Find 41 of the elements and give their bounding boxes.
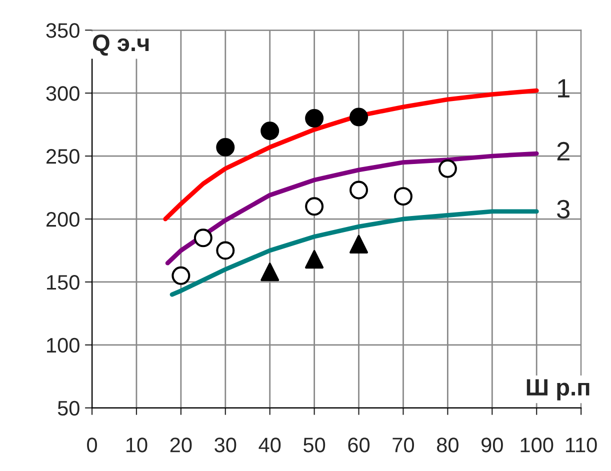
y-tick-label: 300 [46,86,80,101]
y-tick-label: 50 [58,400,80,416]
point [194,228,212,248]
x-tick-label: 50 [304,438,326,452]
point [350,180,368,200]
y-tick-label: 200 [46,212,80,227]
x-tick-label: 0 [87,438,97,452]
y-tick-label: 100 [47,338,80,353]
x-axis-title: Ш р.п [526,379,590,400]
point [305,250,324,269]
series-label: 1 [558,79,570,98]
x-tick-label: 10 [126,438,148,452]
x-tick-label: 30 [214,438,236,452]
point [260,122,280,140]
x-tick-label: 60 [348,438,370,452]
y-tick-label: 250 [46,149,80,164]
y-tick-label: 150 [47,274,80,290]
x-tick-label: 40 [258,438,281,452]
line-series [163,88,539,222]
point [216,138,235,157]
y-tick-label: 350 [46,23,80,38]
series-label: 3 [557,200,570,219]
x-tick-label: 80 [437,438,458,452]
point [305,109,324,128]
point [350,234,368,254]
point [438,159,457,178]
series-label: 2 [557,142,570,160]
point [216,241,235,260]
point [172,266,190,285]
point [394,187,412,206]
x-tick-label: 20 [170,438,192,452]
point [305,197,324,216]
point [260,262,280,282]
y-axis-title: Q э.ч [92,34,149,56]
point [350,108,368,126]
x-tick-label: 70 [392,438,414,452]
x-tick-label: 90 [482,438,503,452]
line-series [165,151,539,266]
line-series [170,209,539,297]
x-tick-label: 100 [520,438,554,452]
x-tick-label: 110 [566,438,597,452]
